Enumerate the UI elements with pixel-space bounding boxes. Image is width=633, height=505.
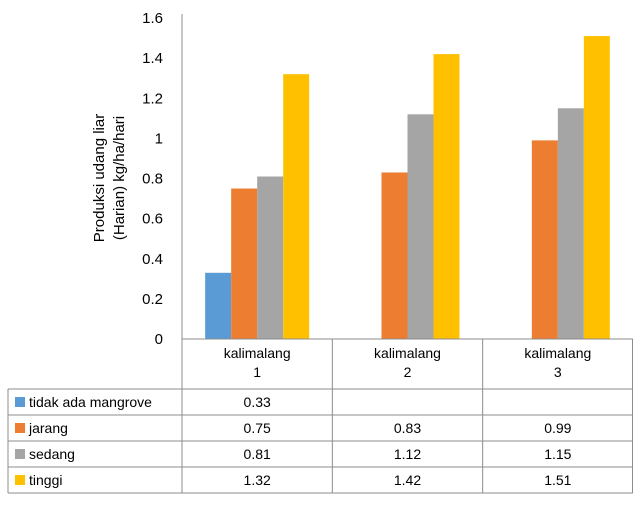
legend-label: jarang (28, 420, 68, 436)
legend-label: sedang (29, 446, 75, 462)
bar (531, 140, 558, 339)
y-tick-label: 0.2 (142, 291, 163, 308)
legend-label: tidak ada mangrove (29, 394, 152, 410)
legend-swatch (15, 423, 25, 433)
legend-swatch (15, 397, 25, 407)
data-label: 0.75 (244, 420, 271, 436)
bar (407, 114, 434, 339)
bar (583, 36, 610, 340)
y-tick-label: 0.8 (142, 171, 163, 188)
bar (231, 188, 258, 339)
bar (283, 74, 310, 340)
y-axis-label-line: (Harian) kg/ha/hari (111, 116, 128, 240)
y-tick-label: 0 (155, 331, 163, 348)
data-label: 1.32 (244, 472, 271, 488)
y-tick-label: 0.4 (142, 251, 163, 268)
y-axis-label: Produksi udang liar (Harian) kg/ha/hari (91, 114, 128, 242)
legend-swatch (15, 475, 25, 485)
data-label: 0.81 (244, 446, 271, 462)
data-label: 1.15 (544, 446, 571, 462)
data-label: 1.51 (544, 472, 571, 488)
data-label: 1.42 (394, 472, 421, 488)
category-label: 1 (253, 364, 261, 380)
data-label: 1.12 (394, 446, 421, 462)
y-tick-label: 1.6 (142, 10, 163, 27)
y-axis-label-line: Produksi udang liar (91, 114, 108, 242)
y-tick-label: 1.2 (142, 90, 163, 107)
category-label: kalimalang (524, 345, 591, 361)
category-label: kalimalang (374, 345, 441, 361)
y-tick-label: 1 (155, 130, 163, 147)
legend-label: tinggi (29, 472, 62, 488)
y-tick-label: 1.4 (142, 50, 163, 67)
bar (557, 108, 584, 339)
category-label: kalimalang (224, 345, 291, 361)
category-label: 3 (554, 364, 562, 380)
category-label: 2 (404, 364, 412, 380)
data-label: 0.83 (394, 420, 421, 436)
bar (433, 54, 460, 340)
bar (205, 272, 232, 339)
legend-swatch (15, 449, 25, 459)
data-label: 0.33 (244, 394, 271, 410)
bar (257, 176, 284, 339)
bar (381, 172, 408, 339)
y-tick-label: 0.6 (142, 211, 163, 228)
data-label: 0.99 (544, 420, 571, 436)
